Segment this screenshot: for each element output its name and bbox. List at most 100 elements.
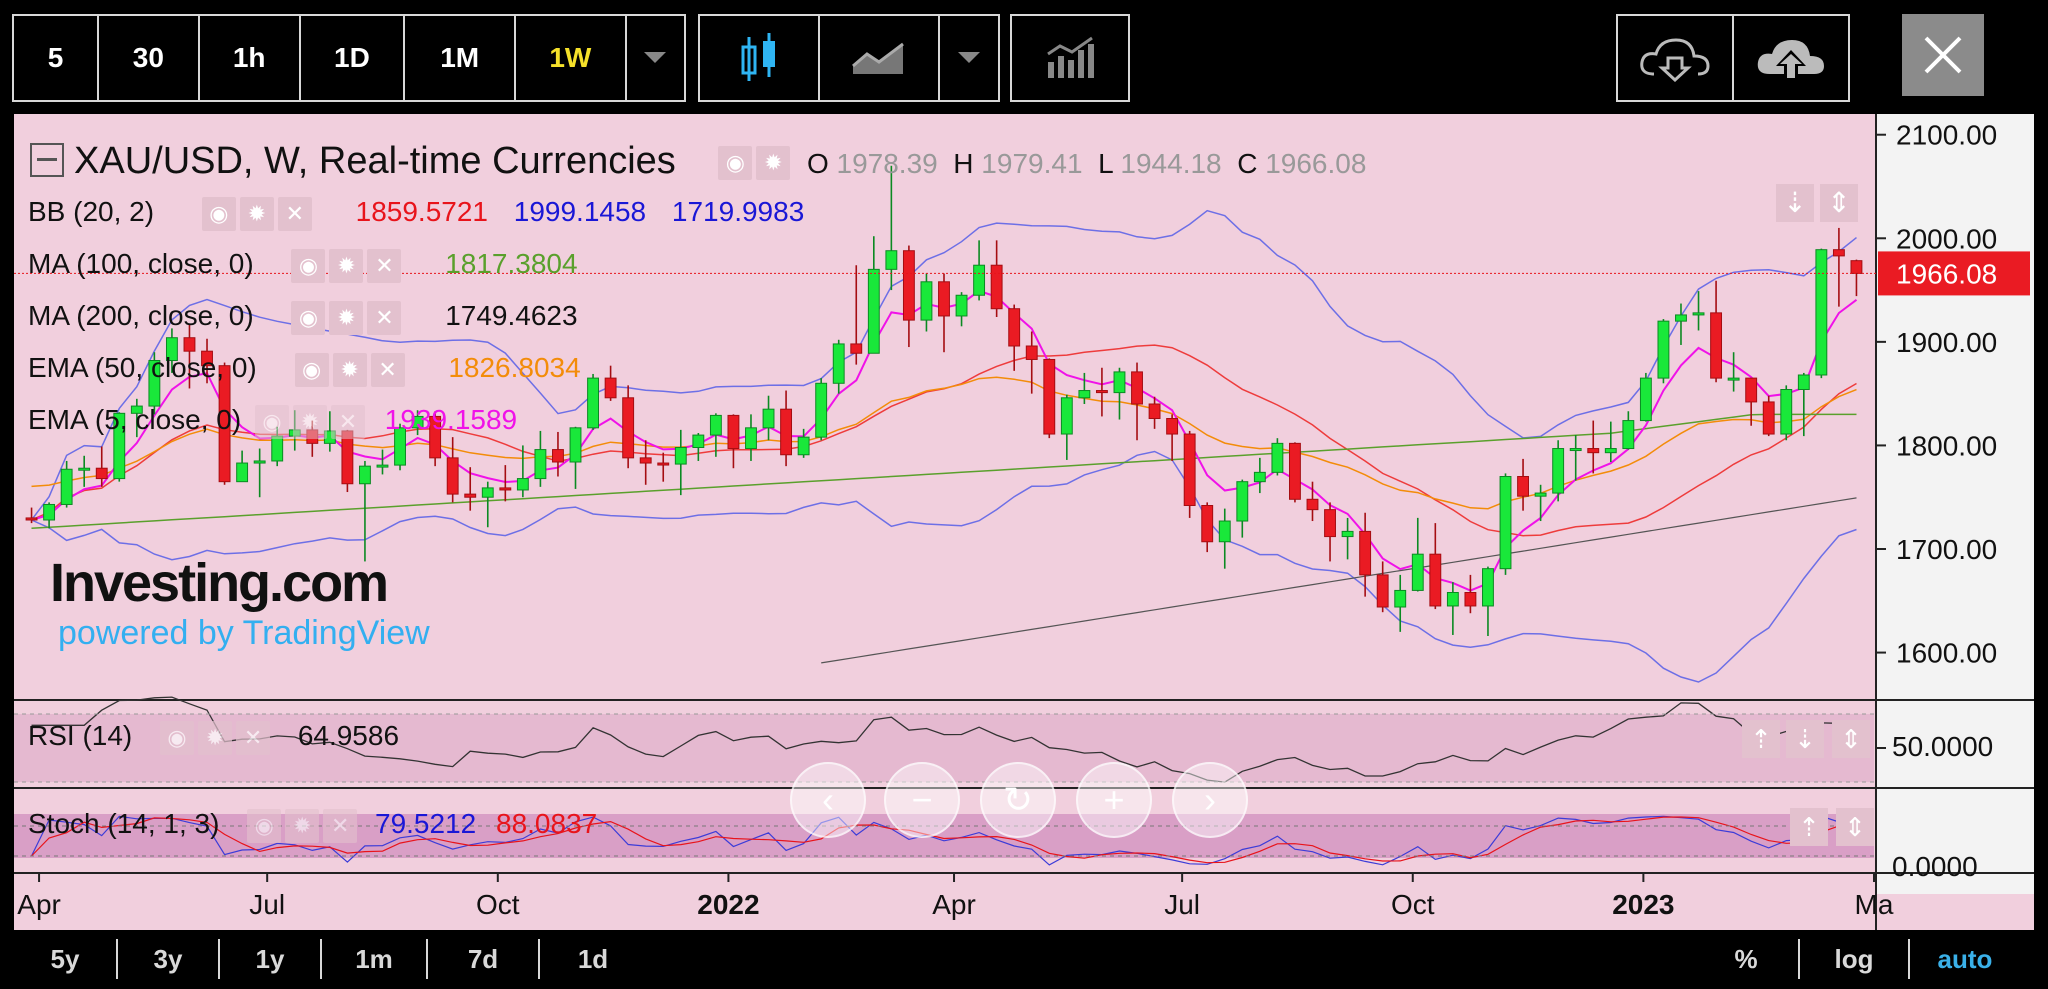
- gear-icon[interactable]: ✹: [198, 720, 233, 755]
- eye-icon[interactable]: ◉: [291, 248, 326, 283]
- auto-toggle[interactable]: auto: [1937, 943, 1993, 974]
- eye-icon[interactable]: ◉: [201, 196, 236, 231]
- candles-button[interactable]: [700, 16, 820, 100]
- candle-body: [236, 462, 249, 483]
- eye-icon[interactable]: ◉: [294, 352, 329, 387]
- eye-icon[interactable]: ◉: [718, 145, 753, 180]
- gear-icon[interactable]: ✹: [239, 196, 274, 231]
- eye-icon[interactable]: ◉: [291, 300, 326, 335]
- time-tick-label: Jul: [249, 889, 285, 920]
- candle-body: [1815, 249, 1828, 376]
- indicators-button[interactable]: [1012, 16, 1128, 100]
- chart-area[interactable]: 2100.00 2000.00 1900.00 1800.00 1700.00 1600.…: [14, 114, 2034, 930]
- scroll-left-button[interactable]: ‹: [790, 762, 866, 838]
- close-icon[interactable]: ✕: [277, 196, 312, 231]
- candle-body: [1429, 553, 1442, 607]
- close-icon[interactable]: ✕: [367, 300, 402, 335]
- collapse-icon[interactable]: [30, 142, 64, 177]
- gear-icon[interactable]: ✹: [329, 300, 364, 335]
- rsi-arrow-down-button[interactable]: ⇣: [1786, 720, 1824, 758]
- scroll-right-button[interactable]: ›: [1172, 762, 1248, 838]
- ma200-line: [821, 497, 1857, 664]
- eye-icon[interactable]: ◉: [254, 404, 289, 439]
- interval-dropdown-button[interactable]: [627, 16, 684, 100]
- chart-type-dropdown-button[interactable]: [940, 16, 998, 100]
- gear-icon[interactable]: ✹: [332, 352, 367, 387]
- close-icon[interactable]: ✕: [367, 248, 402, 283]
- rsi-updown-button[interactable]: ⇕: [1832, 720, 1870, 758]
- ohlc-low-label: L: [1098, 148, 1113, 179]
- candle-body: [1517, 476, 1529, 497]
- interval-1h-button[interactable]: 1h: [200, 16, 301, 100]
- candle-body: [745, 427, 757, 450]
- stoch-tick-label: 0.0000: [1892, 851, 1978, 882]
- zoom-in-button[interactable]: +: [1076, 762, 1152, 838]
- close-icon[interactable]: ✕: [236, 720, 271, 755]
- range-1y-button[interactable]: 1y: [220, 939, 322, 979]
- range-1m-button[interactable]: 1m: [322, 939, 428, 979]
- close-button[interactable]: [1902, 14, 1984, 96]
- candle-body: [1499, 476, 1512, 570]
- candle-body: [165, 337, 178, 361]
- time-tick-label: 2022: [697, 889, 759, 920]
- eye-icon[interactable]: ◉: [247, 808, 282, 843]
- price-tick-label: 1600.00: [1896, 638, 1997, 669]
- line-chart-button[interactable]: [820, 16, 940, 100]
- scroll-down-button[interactable]: ⇣: [1776, 184, 1814, 222]
- candle-body: [516, 478, 529, 491]
- interval-1d-button[interactable]: 1D: [301, 16, 406, 100]
- stoch-d-line: [31, 816, 1857, 864]
- candle-body: [341, 430, 354, 485]
- candle-body: [1201, 505, 1214, 543]
- close-icon[interactable]: ✕: [323, 808, 358, 843]
- gear-icon[interactable]: ✹: [329, 248, 364, 283]
- candle-body: [797, 436, 810, 456]
- interval-30-button[interactable]: 30: [99, 16, 200, 100]
- candle-body: [955, 294, 968, 317]
- candle-body: [1095, 390, 1108, 394]
- close-icon[interactable]: ✕: [370, 352, 405, 387]
- percent-toggle[interactable]: %: [1694, 939, 1800, 979]
- range-1d-button[interactable]: 1d: [577, 943, 609, 974]
- eye-icon[interactable]: ◉: [160, 720, 195, 755]
- candle-body: [218, 365, 231, 483]
- gear-icon[interactable]: ✹: [756, 145, 791, 180]
- interval-5-button[interactable]: 5: [14, 16, 99, 100]
- symbol-title: XAU/USD, W, Real-time Currencies: [74, 140, 676, 182]
- candle-body: [1131, 371, 1143, 405]
- bb-upper-value: 1999.1458: [513, 196, 647, 227]
- candle-body: [1745, 377, 1758, 403]
- candle-body: [1394, 589, 1407, 608]
- interval-1w-button[interactable]: 1W: [516, 16, 627, 100]
- cloud-download-button[interactable]: [1618, 16, 1734, 100]
- stoch-arrow-up-button[interactable]: ⇡: [1790, 808, 1828, 846]
- gear-icon[interactable]: ✹: [285, 808, 320, 843]
- gear-icon[interactable]: ✹: [292, 404, 327, 439]
- price-tick-label: 1700.00: [1896, 534, 1997, 565]
- reset-button[interactable]: ↻: [980, 762, 1056, 838]
- scroll-updown-button[interactable]: ⇕: [1820, 184, 1858, 222]
- interval-toolbar: 5 30 1h 1D 1M 1W: [12, 14, 686, 102]
- range-5y-button[interactable]: 5y: [14, 939, 118, 979]
- zoom-out-button[interactable]: −: [884, 762, 960, 838]
- cloud-upload-button[interactable]: [1734, 16, 1848, 100]
- indicators-icon: [1047, 36, 1094, 78]
- bb-label: BB (20, 2): [28, 196, 155, 227]
- interval-1m-button[interactable]: 1M: [405, 16, 516, 100]
- log-toggle[interactable]: log: [1800, 939, 1910, 979]
- rsi-tick-label: 50.0000: [1892, 731, 1993, 762]
- stoch-updown-button[interactable]: ⇕: [1836, 808, 1874, 846]
- candle-body: [657, 462, 670, 466]
- cloud-upload-icon: [1757, 40, 1824, 80]
- symbol-legend: XAU/USD, W, Real-time Currencies ◉ ✹ O 19…: [30, 140, 1366, 183]
- close-icon[interactable]: ✕: [330, 404, 365, 439]
- range-7d-button[interactable]: 7d: [428, 939, 540, 979]
- candle-body: [990, 264, 1003, 310]
- rsi-arrow-up-button[interactable]: ⇡: [1742, 720, 1780, 758]
- cloud-toolbar: [1616, 14, 1850, 102]
- rsi-value: 64.9586: [297, 720, 400, 751]
- powered-by: powered by TradingView: [58, 614, 430, 652]
- time-tick-label: Apr: [932, 889, 976, 920]
- stoch-legend: Stoch (14, 1, 3) ◉ ✹ ✕ 79.5212 88.0837: [28, 808, 597, 843]
- range-3y-button[interactable]: 3y: [118, 939, 220, 979]
